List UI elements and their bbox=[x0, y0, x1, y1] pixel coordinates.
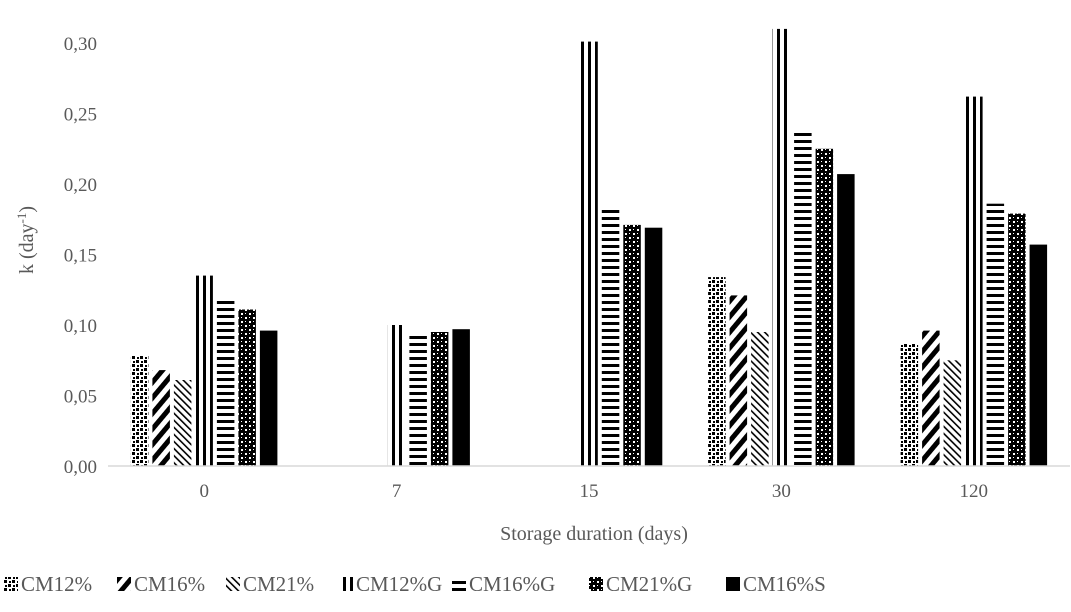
bar bbox=[644, 227, 663, 466]
legend-swatch bbox=[339, 577, 353, 591]
y-axis-ticks: 0,00 0,05 0,10 0,15 0,20 0,25 0,30 bbox=[64, 34, 97, 478]
bar bbox=[986, 203, 1005, 466]
y-axis-title-main: k (day bbox=[16, 223, 38, 274]
legend-item: CM16% bbox=[117, 572, 205, 596]
legend-swatch bbox=[4, 577, 18, 591]
bar bbox=[238, 309, 256, 466]
x-tick-label: 7 bbox=[392, 481, 402, 502]
bar bbox=[772, 28, 791, 467]
bar bbox=[794, 131, 812, 467]
x-axis-title: Storage duration (days) bbox=[500, 523, 688, 545]
legend-label: CM16%S bbox=[743, 572, 826, 596]
x-tick-label: 15 bbox=[580, 481, 599, 502]
legend-item: CM16%S bbox=[726, 572, 826, 596]
legend-swatch bbox=[452, 577, 466, 591]
legend-item: CM21%G bbox=[589, 572, 692, 596]
bar bbox=[623, 224, 641, 466]
x-tick-label: 0 bbox=[199, 481, 209, 502]
y-tick-label: 0,05 bbox=[64, 387, 97, 408]
y-tick-label: 0,10 bbox=[64, 316, 97, 337]
bar bbox=[409, 332, 427, 466]
bar bbox=[837, 174, 855, 466]
y-tick-label: 0,00 bbox=[64, 457, 97, 478]
bar bbox=[580, 41, 598, 466]
bar bbox=[173, 380, 192, 466]
x-tick-label: 30 bbox=[772, 481, 791, 502]
bar bbox=[922, 330, 940, 466]
bar bbox=[900, 343, 919, 466]
bar bbox=[259, 330, 278, 466]
bar bbox=[943, 360, 962, 467]
bars bbox=[130, 28, 1048, 467]
bar bbox=[430, 332, 449, 466]
bar bbox=[751, 332, 769, 466]
legend-label: CM12%G bbox=[356, 572, 442, 596]
legend-item: CM12%G bbox=[339, 572, 442, 596]
bar bbox=[601, 209, 620, 466]
legend-swatch bbox=[117, 577, 131, 591]
x-tick-label: 120 bbox=[960, 481, 989, 502]
y-tick-label: 0,15 bbox=[64, 246, 97, 267]
legend-item: CM21% bbox=[226, 572, 314, 596]
legend-label: CM16% bbox=[134, 572, 205, 596]
bar bbox=[708, 277, 726, 466]
y-tick-label: 0,20 bbox=[64, 175, 97, 196]
legend-item: CM16%G bbox=[452, 572, 555, 596]
legend-label: CM21% bbox=[243, 572, 314, 596]
y-axis-title: k (day-1) bbox=[14, 206, 39, 274]
legend-item: CM12% bbox=[4, 572, 92, 596]
bar bbox=[152, 370, 170, 466]
legend-label: CM21%G bbox=[606, 572, 692, 596]
bar bbox=[452, 329, 470, 466]
bar bbox=[216, 299, 235, 466]
x-axis-ticks: 0 7 15 30 120 bbox=[199, 481, 988, 502]
legend-label: CM16%G bbox=[469, 572, 555, 596]
bar bbox=[130, 356, 149, 466]
legend-swatch bbox=[726, 577, 740, 591]
legend-label: CM12% bbox=[21, 572, 92, 596]
y-axis-title-sup: -1 bbox=[14, 213, 29, 224]
y-axis-title-end: ) bbox=[16, 206, 38, 213]
y-tick-label: 0,25 bbox=[64, 105, 97, 126]
y-tick-label: 0,30 bbox=[64, 34, 97, 55]
bar bbox=[195, 275, 213, 466]
legend: CM12% CM16% CM21% CM12%G CM16%G CM21%G CM16%S bbox=[4, 572, 826, 596]
bar bbox=[1008, 213, 1026, 466]
bar bbox=[815, 148, 834, 467]
bar bbox=[1029, 244, 1048, 466]
legend-swatch bbox=[589, 577, 603, 591]
bar bbox=[729, 295, 748, 466]
legend-swatch bbox=[226, 577, 240, 591]
bar bbox=[387, 325, 406, 466]
bar bbox=[965, 96, 983, 466]
